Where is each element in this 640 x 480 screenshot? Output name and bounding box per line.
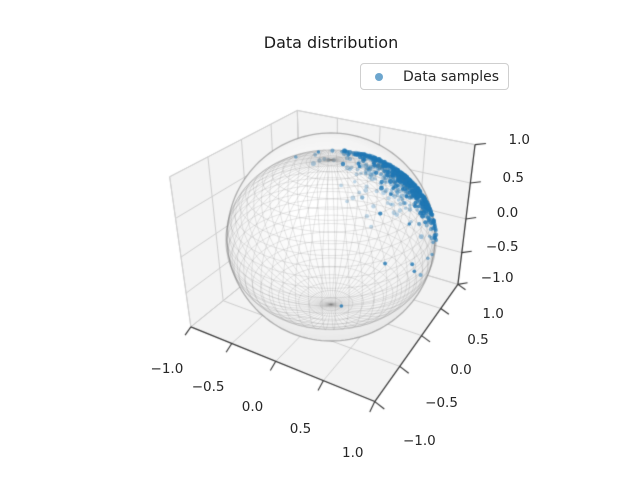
x-tick-label: 0.5 xyxy=(289,421,312,438)
legend-label: Data samples xyxy=(403,68,500,85)
z-tick-label: 1.0 xyxy=(508,131,531,148)
y-tick-label: 0.0 xyxy=(450,361,472,378)
y-tick-label: 1.0 xyxy=(482,306,504,323)
x-tick-label: −1.0 xyxy=(150,360,184,377)
z-tick-label: −0.5 xyxy=(485,238,519,255)
legend: Data samples xyxy=(360,63,510,90)
y-tick-label: −0.5 xyxy=(425,395,458,412)
z-tick-label: 0.5 xyxy=(502,169,524,186)
x-tick-label: −0.5 xyxy=(191,379,225,396)
z-tick-label: 0.0 xyxy=(496,205,519,222)
scatter-marker-icon xyxy=(375,72,383,81)
x-tick-label: 0.0 xyxy=(241,399,264,416)
z-tick-label: −1.0 xyxy=(480,270,514,287)
chart-title: Data distribution xyxy=(263,33,399,52)
y-tick-label: −1.0 xyxy=(402,433,436,450)
y-tick-label: 0.5 xyxy=(467,332,489,349)
x-tick-label: 1.0 xyxy=(341,444,364,461)
